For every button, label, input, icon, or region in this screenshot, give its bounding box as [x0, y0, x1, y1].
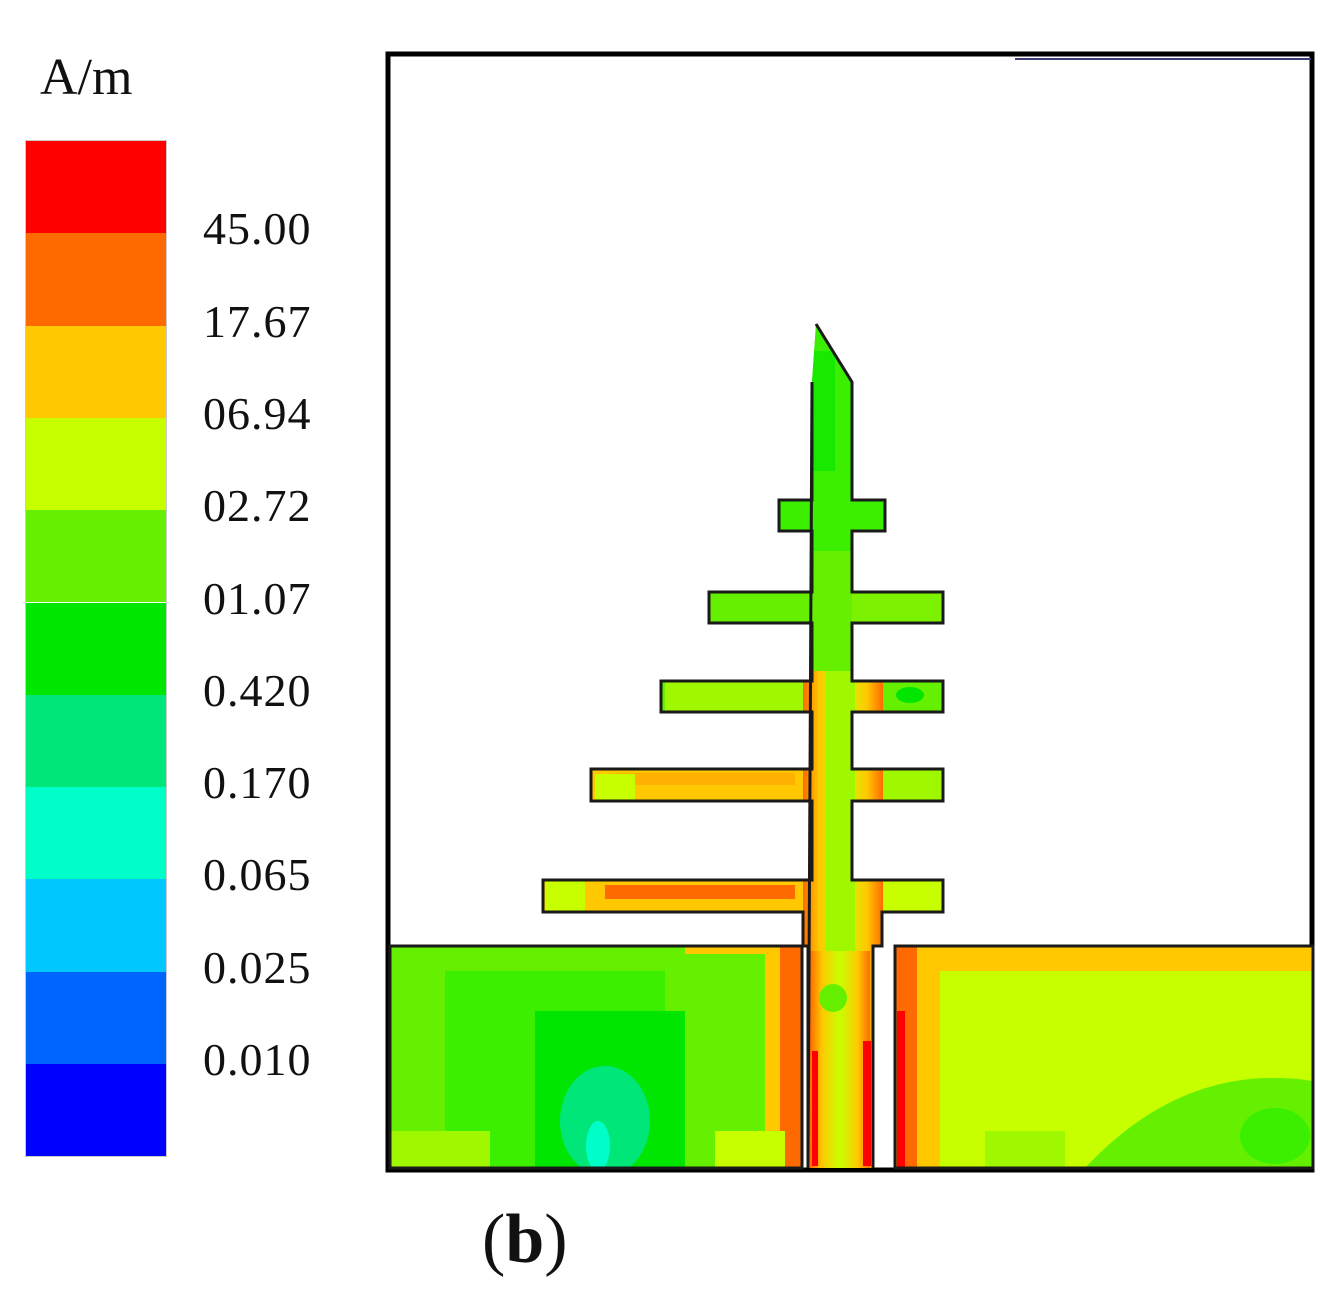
color-scale-bar — [25, 140, 167, 1157]
caption-close: ) — [544, 1201, 568, 1278]
color-scale-segment — [26, 141, 166, 234]
caption-open: ( — [482, 1201, 506, 1278]
color-scale-segment — [26, 417, 166, 511]
color-scale-tick-label: 0.420 — [203, 664, 312, 716]
current-distribution-panel — [385, 51, 1315, 1173]
color-scale-tick-label: 17.67 — [203, 295, 312, 347]
color-scale-tick-label: 45.00 — [203, 203, 312, 255]
color-scale-segment — [26, 971, 166, 1064]
color-scale-segment — [26, 694, 166, 788]
ground-plane-left — [390, 946, 802, 1168]
figure-caption: (b) — [482, 1200, 568, 1280]
caption-letter: b — [505, 1201, 545, 1278]
color-scale-segment — [26, 602, 166, 695]
color-scale-segment — [26, 233, 166, 326]
color-scale-segment — [26, 325, 166, 418]
color-scale-tick-label: 02.72 — [203, 480, 312, 532]
color-scale-segment — [26, 879, 166, 972]
color-scale-tick-label: 0.025 — [203, 941, 312, 993]
ground-plane-right — [895, 946, 1313, 1168]
unit-label: A/m — [40, 49, 133, 106]
color-scale-tick-label: 01.07 — [203, 572, 312, 624]
color-scale-segment — [26, 787, 166, 880]
color-scale-tick-label: 0.170 — [203, 757, 312, 809]
color-scale-segment — [26, 1064, 166, 1157]
color-scale-tick-label: 0.065 — [203, 849, 312, 901]
color-scale-segment — [26, 510, 166, 603]
color-scale-tick-label: 06.94 — [203, 387, 312, 439]
antenna-field-plot — [385, 51, 1315, 1173]
color-scale-tick-label: 0.010 — [203, 1034, 312, 1085]
